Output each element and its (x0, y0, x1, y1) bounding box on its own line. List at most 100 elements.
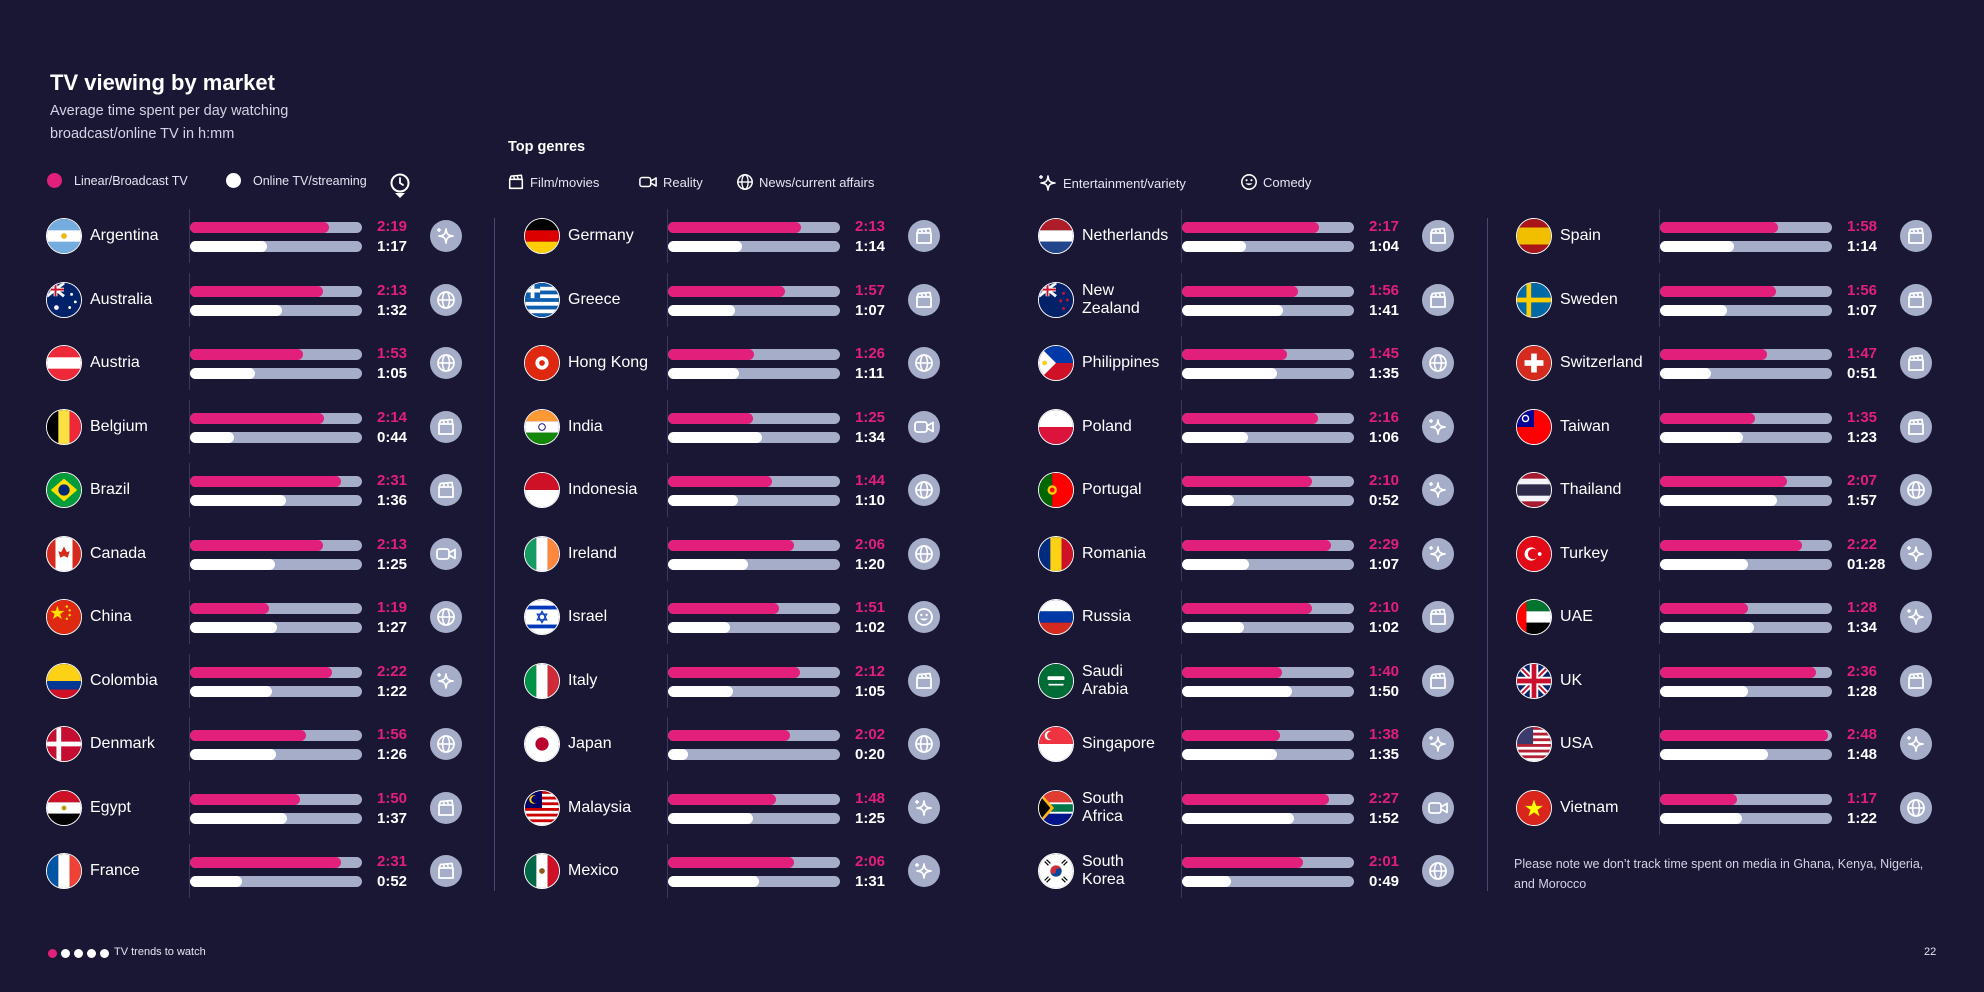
linear-bar-track (668, 412, 840, 424)
usa-flag-icon (1516, 726, 1552, 762)
linear-bar (668, 412, 753, 424)
online-value-label: 0:20 (855, 746, 886, 763)
online-value-label: 1:22 (1847, 809, 1878, 827)
online-value-label: 1:57 (1847, 492, 1878, 509)
linear-bar (668, 349, 754, 360)
market-row: Turkey 2:22 01:28 (1516, 526, 1946, 581)
linear-bar-track (1660, 285, 1832, 297)
online-bar-track (1660, 495, 1832, 506)
linear-value-label: 1:35 (1847, 408, 1878, 426)
linear-value-label: 1:57 (855, 281, 886, 299)
country-name: New Zealand (1082, 281, 1140, 317)
online-bar-track (1660, 558, 1832, 570)
linear-value-label: 2:17 (1369, 218, 1400, 235)
linear-bar (190, 539, 323, 551)
linear-value-label: 2:10 (1369, 599, 1400, 616)
country-name: Greece (568, 290, 621, 308)
country-name: Singapore (1082, 735, 1155, 752)
row-separator (189, 590, 190, 644)
country-name: Austria (90, 354, 140, 371)
globe-icon (908, 537, 940, 570)
online-value-label: 01:28 (1847, 555, 1886, 573)
row-separator (189, 844, 190, 898)
online-bar (668, 431, 762, 443)
linear-bar (668, 285, 785, 297)
linear-value-label: 1:56 (1369, 281, 1400, 299)
online-bar (668, 495, 738, 506)
linear-value-label: 1:47 (1847, 345, 1878, 362)
linear-bar (1660, 285, 1776, 297)
market-row: South Africa 2:27 1:52 (1038, 780, 1468, 835)
linear-bar-track (668, 285, 840, 297)
country-name: Romania (1082, 544, 1147, 562)
country-name: Ireland (568, 544, 617, 562)
clapperboard-icon (430, 410, 462, 443)
country-name: France (90, 862, 140, 879)
globe-icon (1422, 855, 1454, 887)
linear-bar-track (1660, 666, 1832, 678)
online-bar (1660, 431, 1743, 443)
sparkle-icon (1422, 537, 1454, 570)
country-name: Malaysia (568, 798, 632, 816)
linear-bar-track (1182, 603, 1354, 614)
row-separator (1659, 399, 1660, 454)
market-row: Switzerland 1:47 0:51 (1516, 336, 1946, 390)
linear-bar-track (668, 857, 840, 868)
linear-bar-track (668, 222, 840, 233)
country-name: Saudi Arabia (1082, 662, 1129, 698)
country-name: Thailand (1560, 481, 1622, 498)
country-name: Taiwan (1560, 417, 1610, 435)
linear-bar-track (1182, 666, 1354, 678)
online-value-label: 1:27 (377, 619, 408, 636)
clapperboard-icon (908, 664, 940, 697)
row-separator (667, 463, 668, 517)
singapore-flag-icon (1038, 726, 1074, 762)
online-bar-track (668, 749, 840, 760)
linear-bar-track (190, 222, 362, 233)
row-separator (667, 653, 668, 708)
online-value-label: 1:48 (1847, 746, 1878, 763)
country-name: Brazil (90, 481, 131, 498)
linear-bar (190, 222, 329, 233)
sparkle-icon (1422, 474, 1454, 506)
row-separator (189, 209, 190, 263)
linear-bar-track (1660, 793, 1832, 805)
online-value-label: 1:02 (855, 619, 886, 636)
market-row: Spain 1:58 1:14 (1516, 209, 1946, 263)
market-row: Germany 2:13 1:14 (524, 209, 954, 263)
globe-icon (1422, 347, 1454, 379)
online-bar (1182, 368, 1277, 379)
sparkle-icon (1422, 410, 1454, 443)
market-row: Argentina 2:19 1:17 (46, 209, 476, 263)
online-bar (1182, 558, 1249, 570)
online-bar-track (1660, 304, 1832, 316)
globe-icon (908, 474, 940, 506)
linear-value-label: 1:56 (1847, 281, 1878, 299)
online-bar (190, 368, 255, 379)
clock-marker-icon (390, 173, 410, 199)
row-separator (1659, 272, 1660, 327)
country-name: Italy (568, 671, 598, 689)
linear-bar (668, 476, 772, 487)
linear-bar (1182, 349, 1287, 360)
clapperboard-icon (430, 855, 462, 887)
clapperboard-icon (1900, 664, 1932, 697)
romania-flag-icon (1038, 535, 1074, 572)
online-bar (1182, 876, 1231, 887)
genre-film-label: Film/movies (530, 174, 600, 190)
progress-dot (74, 949, 83, 958)
progress-dot (61, 949, 70, 958)
linear-value-label: 2:06 (855, 853, 886, 870)
colombia-flag-icon (46, 662, 82, 699)
row-separator (189, 399, 190, 454)
clapperboard-icon (430, 791, 462, 824)
online-bar-track (1182, 622, 1354, 633)
sparkle-icon (430, 220, 462, 252)
linear-bar-track (190, 349, 362, 360)
market-row: New Zealand 1:56 1:41 (1038, 272, 1468, 327)
italy-flag-icon (524, 662, 560, 699)
country-name: Germany (568, 227, 634, 244)
online-value-label: 0:51 (1847, 365, 1878, 382)
linear-bar (1660, 730, 1828, 741)
online-bar (668, 812, 753, 824)
